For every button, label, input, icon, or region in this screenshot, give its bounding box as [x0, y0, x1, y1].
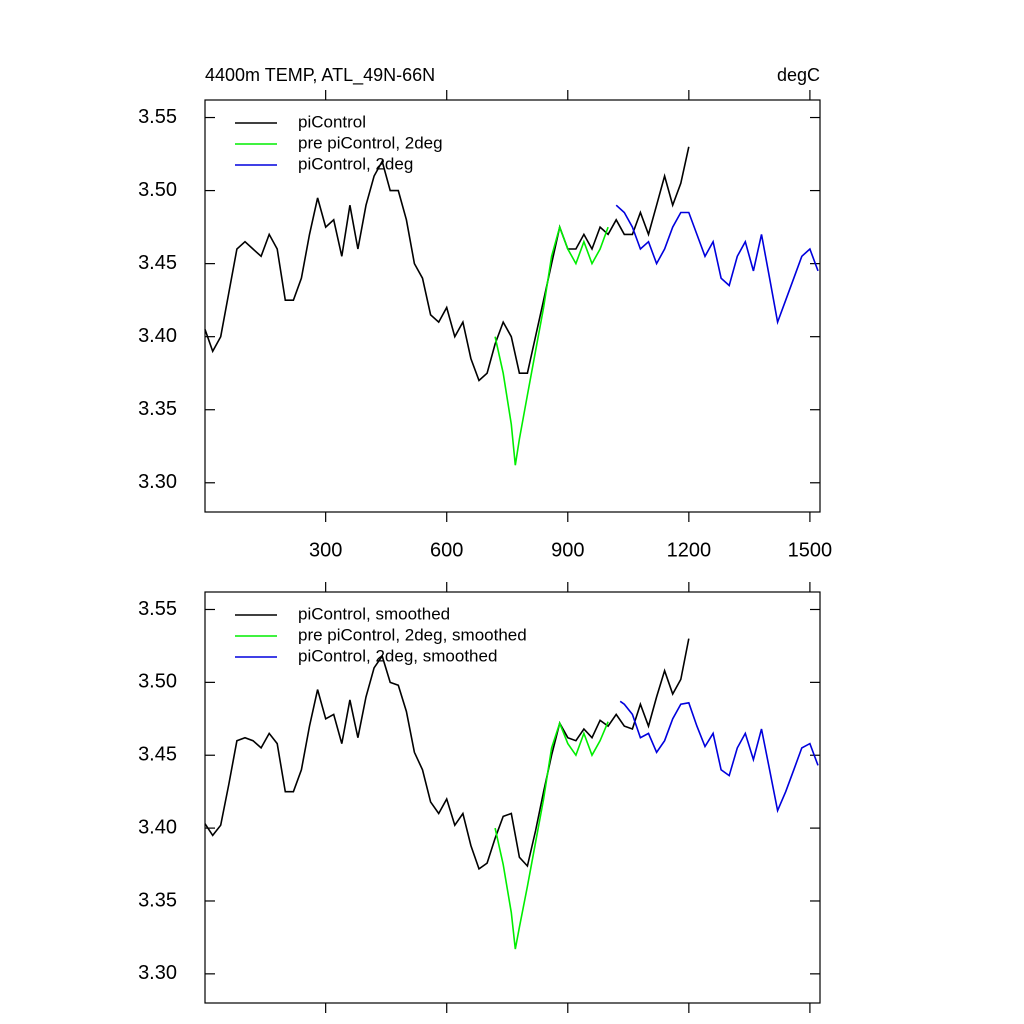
y-tick-label: 3.40	[138, 325, 177, 347]
legend-label: piControl, 2deg	[298, 154, 413, 173]
y-tick-label: 3.45	[138, 252, 177, 274]
legend-label: pre piControl, 2deg, smoothed	[298, 625, 527, 644]
y-tick-label: 3.45	[138, 744, 177, 766]
y-tick-label: 3.50	[138, 671, 177, 693]
x-tick-label: 1200	[667, 539, 712, 561]
chart-title: 4400m TEMP, ATL_49N-66N	[205, 65, 435, 86]
series-line	[494, 224, 609, 466]
y-tick-label: 3.40	[138, 816, 177, 838]
series-line	[615, 204, 819, 326]
y-tick-label: 3.50	[138, 179, 177, 201]
y-tick-label: 3.35	[138, 889, 177, 911]
legend-label: piControl, 2deg, smoothed	[298, 646, 497, 665]
series-line	[204, 146, 690, 382]
x-tick-label: 600	[430, 539, 463, 561]
y-tick-label: 3.55	[138, 598, 177, 620]
legend-label: piControl, smoothed	[298, 604, 450, 623]
y-tick-label: 3.30	[138, 962, 177, 984]
series-line	[619, 700, 819, 814]
x-tick-label: 300	[309, 539, 342, 561]
units-label: degC	[777, 65, 820, 85]
legend-label: pre piControl, 2deg	[298, 133, 443, 152]
legend-label: piControl	[298, 112, 366, 131]
plot-frame	[204, 591, 821, 1004]
series-line	[204, 638, 690, 871]
y-tick-label: 3.35	[138, 398, 177, 420]
y-tick-label: 3.30	[138, 471, 177, 493]
y-tick-label: 3.55	[138, 106, 177, 128]
plot-frame	[204, 99, 821, 513]
x-tick-label: 1500	[788, 539, 833, 561]
x-tick-label: 900	[551, 539, 584, 561]
series-line	[494, 720, 609, 950]
